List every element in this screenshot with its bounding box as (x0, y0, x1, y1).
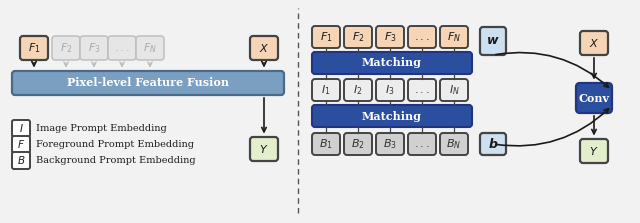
Text: $\boldsymbol{w}$: $\boldsymbol{w}$ (486, 35, 500, 47)
FancyBboxPatch shape (440, 79, 468, 101)
Text: $I_1$: $I_1$ (321, 83, 331, 97)
Text: $...$: $...$ (114, 43, 130, 53)
FancyBboxPatch shape (440, 133, 468, 155)
Text: Background Prompt Embedding: Background Prompt Embedding (36, 156, 196, 165)
FancyBboxPatch shape (136, 36, 164, 60)
FancyBboxPatch shape (376, 133, 404, 155)
Text: Pixel-level Feature Fusion: Pixel-level Feature Fusion (67, 78, 229, 89)
Text: $F_N$: $F_N$ (447, 30, 461, 44)
Text: $F_N$: $F_N$ (143, 41, 157, 55)
FancyBboxPatch shape (312, 105, 472, 127)
Text: Matching: Matching (362, 111, 422, 122)
FancyBboxPatch shape (376, 79, 404, 101)
Text: $F$: $F$ (17, 138, 25, 151)
FancyBboxPatch shape (12, 136, 30, 153)
FancyBboxPatch shape (80, 36, 108, 60)
FancyBboxPatch shape (408, 79, 436, 101)
FancyBboxPatch shape (20, 36, 48, 60)
Text: $B_N$: $B_N$ (446, 137, 461, 151)
FancyBboxPatch shape (108, 36, 136, 60)
Text: Matching: Matching (362, 58, 422, 68)
Text: $B_1$: $B_1$ (319, 137, 333, 151)
FancyBboxPatch shape (480, 27, 506, 55)
FancyBboxPatch shape (344, 26, 372, 48)
FancyBboxPatch shape (312, 79, 340, 101)
FancyBboxPatch shape (344, 79, 372, 101)
Text: $F_1$: $F_1$ (320, 30, 332, 44)
Text: $B_2$: $B_2$ (351, 137, 365, 151)
Text: $F_2$: $F_2$ (352, 30, 364, 44)
FancyBboxPatch shape (12, 152, 30, 169)
Text: $B_3$: $B_3$ (383, 137, 397, 151)
FancyBboxPatch shape (376, 26, 404, 48)
FancyBboxPatch shape (52, 36, 80, 60)
FancyBboxPatch shape (312, 52, 472, 74)
Text: $F_1$: $F_1$ (28, 41, 40, 55)
Text: $F_3$: $F_3$ (88, 41, 100, 55)
Text: $X$: $X$ (259, 42, 269, 54)
FancyBboxPatch shape (580, 139, 608, 163)
FancyBboxPatch shape (312, 133, 340, 155)
FancyBboxPatch shape (250, 36, 278, 60)
FancyBboxPatch shape (440, 26, 468, 48)
FancyBboxPatch shape (480, 133, 506, 155)
Text: $\boldsymbol{b}$: $\boldsymbol{b}$ (488, 137, 498, 151)
Text: $...$: $...$ (414, 85, 430, 95)
Text: $I$: $I$ (19, 122, 24, 134)
FancyBboxPatch shape (250, 137, 278, 161)
Text: $X$: $X$ (589, 37, 599, 49)
Text: $B$: $B$ (17, 155, 25, 167)
Text: Foreground Prompt Embedding: Foreground Prompt Embedding (36, 140, 194, 149)
FancyBboxPatch shape (408, 133, 436, 155)
Text: $F_2$: $F_2$ (60, 41, 72, 55)
FancyBboxPatch shape (408, 26, 436, 48)
Text: $I_3$: $I_3$ (385, 83, 395, 97)
Text: Conv: Conv (579, 93, 609, 103)
Text: Image Prompt Embedding: Image Prompt Embedding (36, 124, 167, 133)
FancyBboxPatch shape (12, 71, 284, 95)
FancyBboxPatch shape (12, 120, 30, 137)
FancyBboxPatch shape (312, 26, 340, 48)
Text: $...$: $...$ (414, 139, 430, 149)
Text: $I_N$: $I_N$ (449, 83, 460, 97)
Text: $I_2$: $I_2$ (353, 83, 363, 97)
FancyBboxPatch shape (576, 83, 612, 113)
FancyBboxPatch shape (344, 133, 372, 155)
Text: $F_3$: $F_3$ (383, 30, 396, 44)
FancyBboxPatch shape (580, 31, 608, 55)
Text: $...$: $...$ (414, 32, 430, 42)
Text: $Y$: $Y$ (589, 145, 599, 157)
Text: $Y$: $Y$ (259, 143, 269, 155)
